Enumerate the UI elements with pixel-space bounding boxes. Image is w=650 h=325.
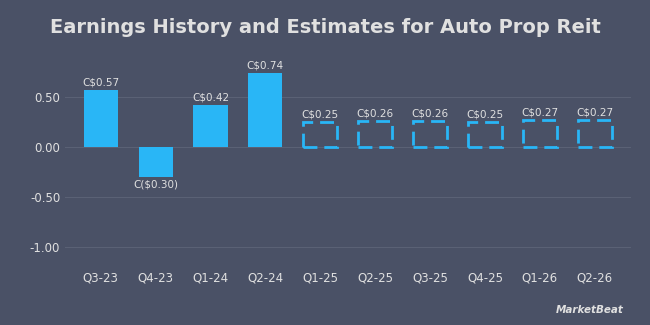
Text: C$0.42: C$0.42 <box>192 93 229 103</box>
Text: MarketBeat: MarketBeat <box>556 305 624 315</box>
Text: C$0.27: C$0.27 <box>521 108 558 118</box>
Text: C$0.74: C$0.74 <box>247 61 284 71</box>
Bar <box>84 90 118 147</box>
Text: C$0.26: C$0.26 <box>357 109 394 119</box>
Text: C$0.57: C$0.57 <box>82 78 119 88</box>
Bar <box>248 73 282 147</box>
Text: Earnings History and Estimates for Auto Prop Reit: Earnings History and Estimates for Auto … <box>49 18 601 37</box>
Text: C$0.25: C$0.25 <box>302 110 339 120</box>
Text: C$0.26: C$0.26 <box>411 109 448 119</box>
Text: C($0.30): C($0.30) <box>133 179 178 189</box>
Bar <box>138 147 173 177</box>
Text: C$0.25: C$0.25 <box>467 110 504 120</box>
Bar <box>194 105 228 147</box>
Text: C$0.27: C$0.27 <box>577 108 614 118</box>
